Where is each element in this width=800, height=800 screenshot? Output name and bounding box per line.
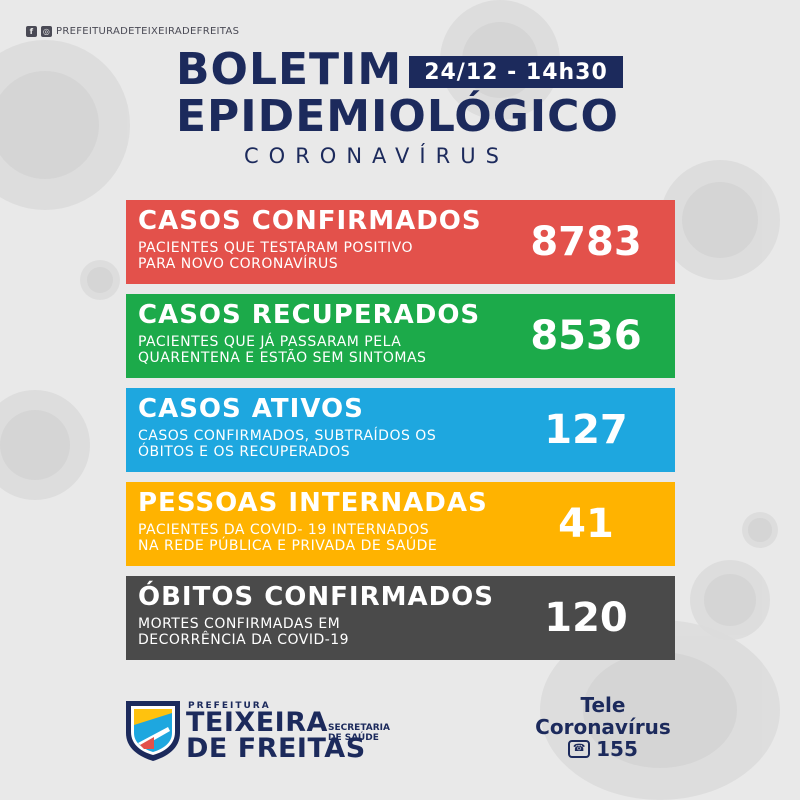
card-title: CASOS ATIVOS (138, 394, 364, 424)
subtitle: CORONAVÍRUS (244, 144, 509, 168)
city-shield-logo (126, 701, 180, 761)
virus-decoration (80, 260, 120, 300)
title-line1: BOLETIM (176, 44, 403, 95)
card-description: PACIENTES QUE JÁ PASSARAM PELA QUARENTEN… (138, 334, 427, 366)
card-value: 8536 (530, 313, 642, 359)
card-recovered-cases: CASOS RECUPERADOS PACIENTES QUE JÁ PASSA… (126, 294, 675, 378)
virus-decoration (660, 160, 780, 280)
card-description: MORTES CONFIRMADAS EM DECORRÊNCIA DA COV… (138, 616, 350, 648)
card-title: CASOS RECUPERADOS (138, 300, 481, 330)
virus-decoration (0, 390, 90, 500)
prefeitura-label: PREFEITURA (188, 701, 271, 711)
card-confirmed-deaths: ÓBITOS CONFIRMADOS MORTES CONFIRMADAS EM… (126, 576, 675, 660)
social-handle-text: PREFEITURADETEIXEIRADEFREITAS (56, 26, 240, 37)
card-title: PESSOAS INTERNADAS (138, 488, 488, 518)
title-line2: EPIDEMIOLÓGICO (176, 91, 619, 142)
city-name: TEIXEIRA DE FREITAS (186, 707, 366, 764)
secretaria-line2: DE SAÚDE (328, 733, 379, 743)
card-description: CASOS CONFIRMADOS, SUBTRAÍDOS OS ÓBITOS … (138, 428, 437, 460)
tele-line1: Tele (580, 693, 626, 717)
virus-decoration (690, 560, 770, 640)
virus-decoration (0, 40, 130, 210)
tele-line2: Coronavírus (535, 715, 671, 739)
city-name-line2: DE FREITAS (186, 733, 366, 764)
tele-coronavirus: Tele Coronavírus ☎ 155 (520, 694, 686, 760)
date-badge: 24/12 - 14h30 (409, 56, 623, 88)
card-hospitalized: PESSOAS INTERNADAS PACIENTES DA COVID- 1… (126, 482, 675, 566)
card-title: CASOS CONFIRMADOS (138, 206, 482, 236)
card-value: 120 (544, 595, 628, 641)
card-value: 41 (558, 501, 614, 547)
card-title: ÓBITOS CONFIRMADOS (138, 582, 495, 612)
secretaria-line1: SECRETARIA (328, 723, 390, 733)
card-value: 8783 (530, 219, 642, 265)
card-active-cases: CASOS ATIVOS CASOS CONFIRMADOS, SUBTRAÍD… (126, 388, 675, 472)
card-value: 127 (544, 407, 628, 453)
card-description: PACIENTES QUE TESTARAM POSITIVO PARA NOV… (138, 240, 413, 272)
card-confirmed-cases: CASOS CONFIRMADOS PACIENTES QUE TESTARAM… (126, 200, 675, 284)
phone-contact: ☎ 155 (520, 738, 686, 760)
secretaria-label: SECRETARIA DE SAÚDE (328, 723, 390, 743)
instagram-icon: ◎ (41, 26, 52, 37)
card-description: PACIENTES DA COVID- 19 INTERNADOS NA RED… (138, 522, 438, 554)
virus-decoration (742, 512, 778, 548)
telephone-icon: ☎ (568, 740, 591, 758)
phone-number: 155 (596, 737, 638, 761)
social-handle: f ◎ PREFEITURADETEIXEIRADEFREITAS (26, 26, 239, 37)
city-name-line1: TEIXEIRA (186, 707, 328, 738)
facebook-icon: f (26, 26, 37, 37)
